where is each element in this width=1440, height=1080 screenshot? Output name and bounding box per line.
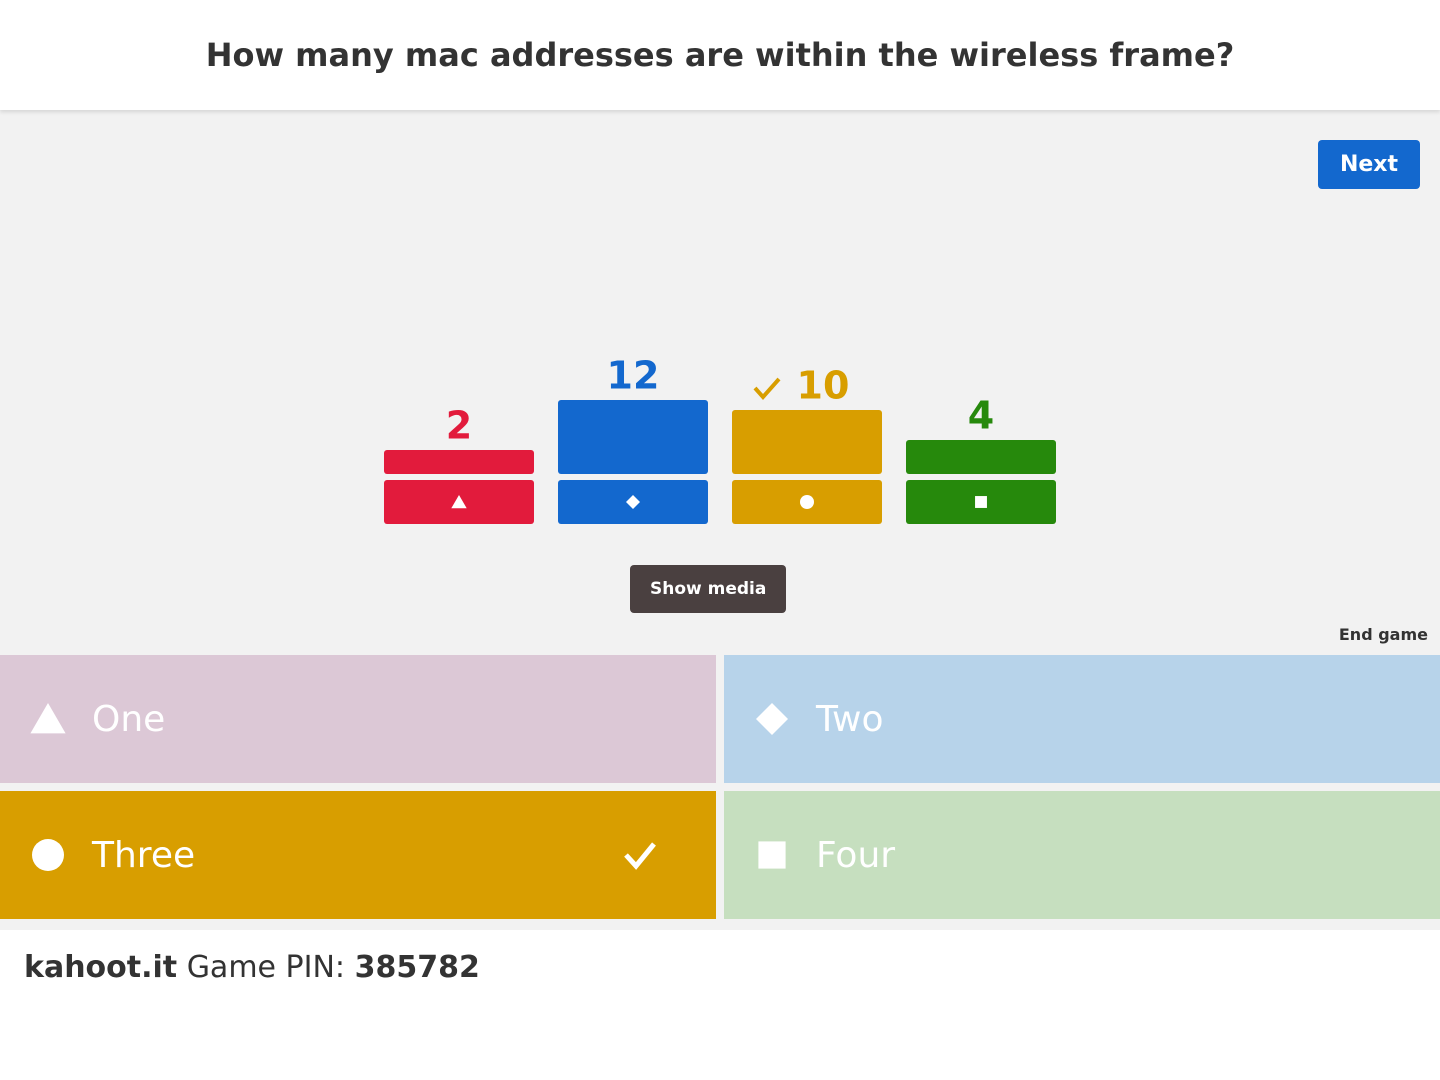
end-game-link[interactable]: End game xyxy=(1339,625,1428,644)
answer-label: Four xyxy=(816,835,895,876)
answer-label: Three xyxy=(92,835,195,876)
triangle-icon xyxy=(30,703,65,733)
circle-icon xyxy=(800,495,814,509)
bar xyxy=(558,400,708,474)
next-button[interactable]: Next xyxy=(1318,140,1420,189)
question: How many mac addresses are within the wi… xyxy=(206,36,1235,74)
correct-check xyxy=(755,379,779,397)
answer-tile: One xyxy=(0,655,716,783)
pin-label: Game PIN: xyxy=(187,950,345,985)
bar xyxy=(384,450,534,474)
answer-icon xyxy=(752,835,792,875)
footer-line: kahoot.it Game PIN: 385782 xyxy=(24,950,480,985)
pin: 385782 xyxy=(355,950,480,985)
answer-label: One xyxy=(92,699,165,740)
count-label: 10 xyxy=(797,364,850,408)
square-icon xyxy=(758,841,785,868)
square-icon xyxy=(975,496,987,508)
count-label: 2 xyxy=(446,404,472,448)
answer-tile: Four xyxy=(724,791,1440,919)
answer-label: Two xyxy=(816,699,884,740)
show-media-button[interactable]: Show media xyxy=(630,565,786,613)
bar xyxy=(906,440,1056,474)
check-mark xyxy=(626,844,654,866)
site: kahoot.it xyxy=(24,950,177,985)
answer-tile: Three xyxy=(0,791,716,919)
diamond-icon xyxy=(756,703,788,735)
count-label: 12 xyxy=(607,354,660,398)
answer-icon xyxy=(752,699,792,739)
answer-icon xyxy=(28,835,68,875)
answer-icon xyxy=(28,699,68,739)
count-label: 4 xyxy=(968,394,994,438)
answer-check xyxy=(620,835,660,875)
circle-icon xyxy=(32,839,64,871)
bar xyxy=(732,410,882,474)
results-chart: 2 12 10 4 xyxy=(0,300,1440,540)
answer-tile: Two xyxy=(724,655,1440,783)
header: How many mac addresses are within the wi… xyxy=(0,0,1440,110)
